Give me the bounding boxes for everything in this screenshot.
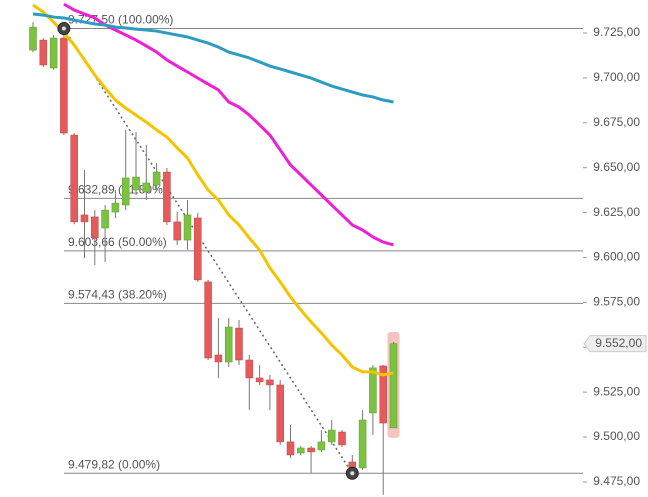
candle-body xyxy=(245,359,254,379)
candle-body xyxy=(327,429,336,443)
fib-label: 9.574,43 (38.20%) xyxy=(68,288,167,302)
candle-body xyxy=(91,216,99,239)
candle-body xyxy=(101,209,109,229)
anchor-dot xyxy=(350,471,355,476)
y-tick-label: 9.675,00 xyxy=(593,115,640,129)
candle-body xyxy=(111,202,120,213)
candle-body xyxy=(255,377,264,383)
candle-body xyxy=(70,134,78,223)
candle-body xyxy=(121,177,130,206)
candle-body xyxy=(183,214,192,241)
y-tick-label: 9.575,00 xyxy=(593,295,640,309)
moving-average xyxy=(32,12,394,104)
candle-body xyxy=(29,26,37,51)
candle-body xyxy=(163,171,171,223)
y-tick-label: 9.725,00 xyxy=(593,25,640,39)
price-tag xyxy=(583,335,647,353)
candle-body xyxy=(142,182,151,193)
candle-body xyxy=(49,37,58,69)
y-tick-label: 9.600,00 xyxy=(593,250,640,264)
candle-body xyxy=(39,39,48,66)
candle-body xyxy=(317,441,326,451)
candle-body xyxy=(80,214,89,223)
fib-label: 9.632,89 (61.80%) xyxy=(68,183,167,197)
candle-body xyxy=(297,447,305,454)
candle-body xyxy=(369,367,377,414)
price-tag-label: 9.552,00 xyxy=(595,336,642,350)
candle-body xyxy=(338,431,346,446)
y-tick-label: 9.625,00 xyxy=(593,205,640,219)
anchor-dot xyxy=(61,26,66,31)
y-tick-label: 9.650,00 xyxy=(593,160,640,174)
candle-body xyxy=(286,441,295,456)
fib-label: 9.603,66 (50.00%) xyxy=(68,235,167,249)
y-tick-label: 9.700,00 xyxy=(593,70,640,84)
candle-body xyxy=(173,221,181,241)
y-tick-label: 9.525,00 xyxy=(593,384,640,398)
moving-average xyxy=(32,3,394,377)
candle-body xyxy=(379,365,387,424)
candle-body xyxy=(224,326,233,363)
candle-body xyxy=(194,217,202,281)
candle-body xyxy=(358,419,367,469)
candle-body xyxy=(214,354,223,363)
candle-body xyxy=(266,379,274,386)
y-tick-label: 9.500,00 xyxy=(593,429,640,443)
candle-body xyxy=(132,176,140,191)
candle-body xyxy=(276,384,284,443)
candle-body xyxy=(389,343,398,429)
candle-body xyxy=(235,327,243,361)
candle-body xyxy=(60,37,68,134)
fib-label: 9.479,82 (0.00%) xyxy=(68,457,160,471)
candle-body xyxy=(152,171,161,186)
candle-body xyxy=(204,281,212,359)
trend-line xyxy=(63,28,353,474)
y-tick-label: 9.475,00 xyxy=(593,474,640,488)
moving-average xyxy=(63,2,394,247)
candle-body xyxy=(307,447,315,453)
